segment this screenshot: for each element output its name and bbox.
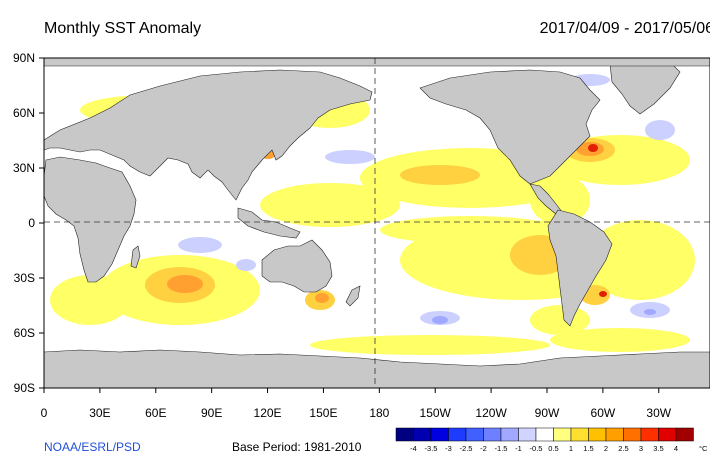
new-zealand-land bbox=[345, 285, 361, 307]
lat-tick-label: 0 bbox=[28, 216, 35, 230]
colorbar-label: 2 bbox=[604, 444, 608, 453]
latitude-axis: 90N 60N 30N 0 30S 60S 90S bbox=[13, 51, 44, 395]
colorbar-swatch bbox=[640, 427, 659, 442]
warm-patch-southern-ocean bbox=[310, 335, 550, 355]
lon-tick-label: 90E bbox=[201, 406, 222, 420]
colorbar-label: -4 bbox=[410, 444, 417, 453]
warm-patch-southern-atlantic bbox=[550, 328, 690, 352]
cool-patch-north-pacific bbox=[325, 150, 375, 164]
colorbar-swatch bbox=[605, 427, 624, 442]
base-period-text: Base Period: 1981-2010 bbox=[232, 440, 362, 454]
warm-patch-southeast-pacific bbox=[530, 305, 590, 335]
map-title: Monthly SST Anomaly bbox=[44, 20, 202, 37]
colorbar-swatch bbox=[395, 427, 414, 442]
cool-patch-indian-east bbox=[236, 259, 256, 271]
colorbar-label: 2.5 bbox=[618, 444, 628, 453]
australia-land bbox=[261, 239, 333, 293]
colorbar-swatch bbox=[553, 427, 572, 442]
cool-patch-indian bbox=[178, 237, 222, 253]
colorbar-label: 3 bbox=[639, 444, 643, 453]
lon-tick-label: 120W bbox=[475, 406, 507, 420]
longitude-axis: 030E60E90E120E150E180150W120W90W60W30W0 bbox=[41, 388, 672, 420]
eurasia-land bbox=[43, 69, 373, 201]
lon-tick-label: 120E bbox=[254, 406, 282, 420]
colorbar-swatch bbox=[413, 427, 432, 442]
date-range: 2017/04/09 - 2017/05/06 bbox=[539, 20, 710, 37]
credit-text: NOAA/ESRL/PSD bbox=[44, 440, 141, 454]
colorbar-label: -1.5 bbox=[495, 444, 508, 453]
land-layer bbox=[43, 57, 710, 389]
warm3-patch-indian bbox=[167, 275, 203, 293]
colorbar-unit: °C bbox=[699, 444, 708, 453]
warm2-patch-north-pacific bbox=[400, 165, 480, 185]
colorbar-label: 4 bbox=[674, 444, 678, 453]
lon-tick-label: 60E bbox=[145, 406, 166, 420]
lat-tick-label: 90S bbox=[14, 381, 35, 395]
colorbar-swatch bbox=[465, 427, 484, 442]
indonesia-land bbox=[237, 207, 301, 239]
colorbar-label: 1.5 bbox=[583, 444, 593, 453]
colorbar-swatch bbox=[570, 427, 589, 442]
lon-tick-label: 30E bbox=[89, 406, 110, 420]
north-america-land bbox=[419, 69, 601, 185]
lon-tick-label: 90W bbox=[535, 406, 560, 420]
colorbar-swatch bbox=[588, 427, 607, 442]
lon-tick-label: 150E bbox=[309, 406, 337, 420]
warm-patch-south-atlantic bbox=[585, 220, 695, 300]
warm-patch-south-atlantic-east bbox=[50, 275, 130, 325]
colorbar-label: -1 bbox=[515, 444, 522, 453]
colorbar-swatch bbox=[483, 427, 502, 442]
colorbar-label: -3 bbox=[445, 444, 452, 453]
cool2-patch-south-pacific bbox=[432, 316, 448, 324]
colorbar-swatch bbox=[430, 427, 449, 442]
colorbar-swatch bbox=[535, 427, 554, 442]
warm-patch-east-pacific bbox=[530, 175, 590, 225]
south-america-land bbox=[547, 209, 613, 327]
colorbar-label: -0.5 bbox=[530, 444, 543, 453]
colorbar-label: -2 bbox=[480, 444, 487, 453]
lat-tick-label: 30S bbox=[14, 271, 35, 285]
warm3-patch-tasman bbox=[315, 293, 329, 303]
warm4-patch-uruguay bbox=[599, 291, 607, 297]
warm4-patch-gulf-stream bbox=[588, 144, 598, 152]
lon-tick-label: 60W bbox=[591, 406, 616, 420]
lat-tick-label: 60S bbox=[14, 326, 35, 340]
madagascar-land bbox=[130, 245, 141, 269]
warm-patch-equatorial-pacific bbox=[380, 216, 560, 244]
colorbar: -4 -3.5 -3 -2.5 -2 -1.5 -1 -0.5 0.5 1 1.5 2 2.5 3 3.5 4… bbox=[395, 427, 708, 453]
africa-land bbox=[43, 156, 137, 283]
colorbar-label: -2.5 bbox=[460, 444, 473, 453]
colorbar-swatch bbox=[518, 427, 537, 442]
cool2-patch-south-atlantic bbox=[644, 309, 656, 315]
colorbar-swatch bbox=[658, 427, 677, 442]
lon-tick-label: 30W bbox=[646, 406, 671, 420]
arctic-fringe-land bbox=[43, 57, 710, 67]
lat-tick-label: 90N bbox=[13, 51, 35, 65]
colorbar-swatch bbox=[675, 427, 694, 442]
cool-patch-north-atlantic bbox=[645, 120, 675, 140]
antarctica-land bbox=[43, 349, 710, 389]
lon-tick-label: 0 bbox=[41, 406, 48, 420]
lon-tick-label: 150W bbox=[420, 406, 452, 420]
lon-tick-label: 180 bbox=[369, 406, 389, 420]
colorbar-label: 3.5 bbox=[653, 444, 663, 453]
colorbar-swatch bbox=[623, 427, 642, 442]
warm-patch-west-pacific bbox=[260, 183, 400, 227]
colorbar-swatch bbox=[448, 427, 467, 442]
colorbar-swatch bbox=[500, 427, 519, 442]
colorbar-label: 0.5 bbox=[548, 444, 558, 453]
lat-tick-label: 30N bbox=[13, 161, 35, 175]
lat-tick-label: 60N bbox=[13, 106, 35, 120]
colorbar-label: -3.5 bbox=[425, 444, 438, 453]
colorbar-label: 1 bbox=[569, 444, 573, 453]
cool-anomaly-layer-2 bbox=[432, 309, 656, 324]
